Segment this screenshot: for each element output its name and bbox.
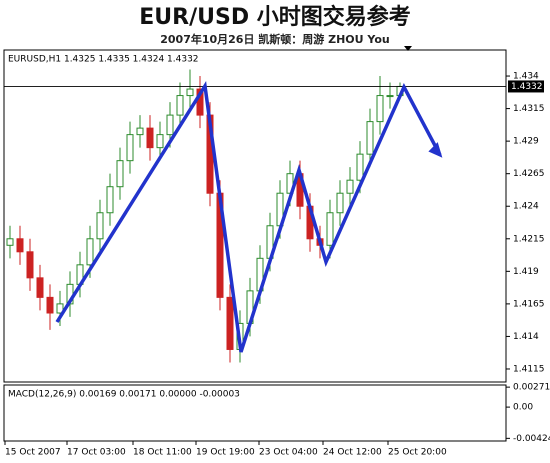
candle-body — [106, 186, 114, 214]
trend-arrow — [428, 142, 443, 158]
candle-body — [326, 212, 334, 246]
trend-annotation — [55, 80, 442, 353]
candle-body — [166, 114, 174, 136]
macd-tick-label: 0.00271 — [513, 383, 550, 393]
macd-header: MACD(12,26,9) 0.00169 0.00171 0.00000 -0… — [8, 390, 240, 400]
y-tick-label: 1.4165 — [513, 299, 545, 309]
x-tick-label: 19 Oct 19:00 — [196, 448, 255, 458]
y-tick-label: 1.414 — [513, 332, 539, 342]
candle-body — [116, 160, 124, 188]
chart-subtitle: 2007年10月26日 凯斯顿：周游 ZHOU You — [160, 32, 390, 46]
macd-tick-label: 0.00 — [513, 403, 533, 413]
candle-body — [186, 88, 194, 97]
macd-tick-label: -0.00424 — [513, 434, 550, 444]
candle-body — [336, 192, 344, 214]
x-tick-label: 17 Oct 03:00 — [67, 448, 126, 458]
y-tick-label: 1.4115 — [513, 364, 545, 374]
x-tick-label: 25 Oct 20:00 — [388, 448, 447, 458]
candle-body — [126, 134, 134, 162]
candle-body — [386, 95, 394, 98]
macd-frame — [3, 384, 507, 442]
x-tick-label: 18 Oct 11:00 — [133, 448, 192, 458]
y-tick-label: 1.434 — [513, 72, 539, 82]
candle-body — [176, 95, 184, 116]
y-tick-label: 1.419 — [513, 267, 539, 277]
symbol-header: EURUSD,H1 1.4325 1.4335 1.4324 1.4332 — [8, 55, 199, 65]
candle-body — [376, 95, 384, 123]
candle-body — [6, 238, 14, 246]
x-tick-label: 23 Oct 04:00 — [259, 448, 318, 458]
plot: 1.4115 1.414 1.4165 1.419 1.4215 1.424 1.4265 1… — [4, 69, 550, 458]
candle-body — [26, 251, 34, 279]
main-frame — [3, 49, 507, 383]
x-tick-label: 15 Oct 2007 — [5, 448, 61, 458]
candle-body — [366, 121, 374, 155]
candle-body — [36, 277, 44, 298]
shift-marker — [404, 46, 412, 51]
chart-title: EUR/USD 小时图交易参考 — [139, 4, 411, 30]
x-tick-label: 24 Oct 12:00 — [323, 448, 382, 458]
candle-body — [56, 303, 64, 314]
candle-body — [346, 179, 354, 194]
candle-body — [136, 127, 144, 136]
candle-body — [146, 127, 154, 149]
candle-body — [196, 88, 204, 116]
candle-body — [96, 212, 104, 240]
current-price-label: 1.4332 — [511, 82, 543, 92]
y-tick-label: 1.429 — [513, 137, 539, 147]
candle-body — [156, 134, 164, 149]
candle-body — [356, 153, 364, 181]
candle-body — [86, 238, 94, 266]
y-tick-label: 1.4265 — [513, 169, 545, 179]
y-tick-label: 1.424 — [513, 202, 539, 212]
candle-body — [16, 238, 24, 253]
y-tick-label: 1.4215 — [513, 234, 545, 244]
candle-body — [46, 296, 54, 314]
candle-body — [226, 296, 234, 350]
current-price-box — [508, 80, 544, 93]
y-tick-label: 1.4315 — [513, 104, 545, 114]
